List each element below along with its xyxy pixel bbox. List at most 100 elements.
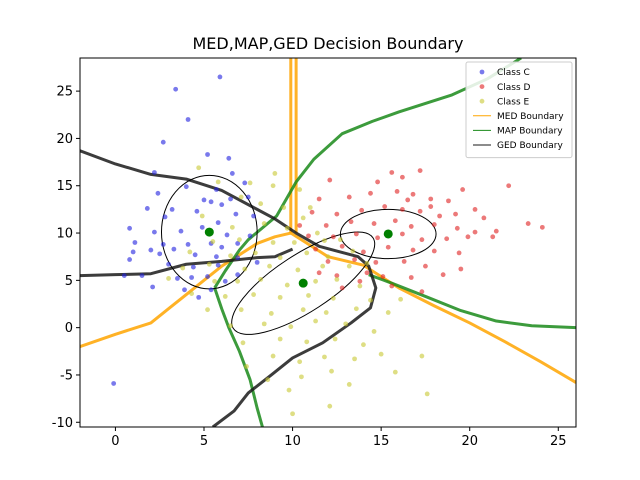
class-d-point	[458, 266, 464, 272]
class-d-point	[493, 228, 499, 234]
class-c-point	[152, 170, 157, 175]
class-c-point	[121, 273, 127, 279]
class-d-point	[375, 235, 380, 241]
class-c-point	[139, 273, 145, 279]
class-e-point	[277, 294, 283, 300]
class-e-point	[281, 205, 287, 210]
class-d-point	[339, 285, 345, 291]
legend-label-ged-boundary: GED Boundary	[497, 141, 563, 151]
class-e-point	[251, 292, 256, 297]
class-e-point	[277, 255, 283, 261]
class-d-point	[389, 170, 395, 175]
class-e-point	[299, 374, 304, 380]
med-boundary-segment	[289, 231, 576, 384]
class-d-point	[348, 219, 354, 225]
class-c-point	[171, 246, 177, 252]
y-tick-label: 25	[56, 85, 73, 100]
class-e-point	[313, 278, 318, 284]
class-d-point	[417, 168, 423, 173]
class-c-point	[130, 249, 136, 255]
ged-boundary-segment	[80, 247, 294, 278]
class-d-point	[525, 221, 531, 226]
class-c-point	[245, 194, 251, 200]
class-d-point	[325, 259, 331, 264]
class-e-point	[314, 230, 320, 236]
y-tick-label: 15	[56, 179, 73, 194]
class-e-point	[304, 339, 310, 345]
class-d-point	[357, 278, 363, 284]
class-d-point	[410, 191, 416, 197]
class-c-point	[233, 211, 239, 217]
map-boundary-segment	[213, 287, 264, 427]
class-e-point	[252, 250, 258, 256]
class-d-point	[323, 223, 329, 228]
class-c-point	[183, 184, 189, 190]
class-e-point	[323, 310, 329, 315]
class-e-point	[258, 277, 264, 282]
class-e-point	[222, 294, 228, 299]
class-e-point	[424, 391, 430, 397]
class-e-point	[247, 180, 253, 186]
class-d-point	[444, 236, 450, 242]
class-e-point	[268, 311, 274, 316]
class-c-point	[242, 180, 248, 186]
class-d-point	[408, 275, 414, 280]
class-d-point	[437, 213, 442, 219]
class-c-point	[192, 252, 198, 258]
x-tick-label: 20	[461, 434, 478, 449]
class-d-point	[361, 249, 366, 255]
class-c-point	[226, 155, 232, 161]
class-e-point	[419, 353, 425, 359]
class-d-point	[353, 231, 359, 237]
class-e-point	[291, 240, 297, 245]
class-d-point	[506, 183, 512, 189]
legend: Class C Class D Class E MED Boundary MAP Bou…	[465, 61, 573, 159]
class-e-point	[284, 282, 290, 288]
plot-frame	[79, 57, 577, 428]
class-c-point	[152, 229, 157, 235]
class-e-point	[338, 237, 343, 243]
y-tick-label: -5	[60, 368, 73, 383]
class-mean-point	[298, 278, 308, 288]
class-e-point	[284, 225, 290, 231]
class-d-point	[392, 218, 398, 224]
class-c-point	[166, 261, 171, 267]
class-e-point	[385, 310, 391, 315]
class-d-point	[334, 211, 340, 217]
class-e-point	[343, 321, 349, 327]
x-tick-label: 15	[373, 434, 390, 449]
class-d-point	[401, 259, 407, 264]
class-d-point	[385, 244, 391, 250]
class-d-point	[394, 189, 400, 194]
class-c-point	[190, 264, 196, 270]
class-c-point	[228, 196, 233, 202]
class-c-point	[235, 272, 241, 278]
class-d-point	[428, 196, 434, 202]
plot-area	[80, 58, 576, 427]
class-d-point	[316, 196, 322, 202]
class-e-point	[238, 307, 244, 313]
class-e-point	[228, 323, 233, 329]
class-d-point	[539, 224, 545, 230]
legend-label-class-d: Class D	[497, 83, 531, 93]
class-d-point	[446, 198, 451, 204]
class-d-point	[417, 208, 423, 214]
class-e-point	[240, 340, 246, 346]
class-c-point	[229, 171, 235, 176]
class-e-point	[237, 237, 242, 243]
x-tick-label: 25	[550, 434, 567, 449]
class-c-point	[214, 187, 219, 192]
class-c-point	[219, 202, 225, 208]
y-axis: -10 -5 0 5 10 15 20 25	[52, 85, 80, 431]
class-c-point	[215, 220, 221, 226]
class-mean-point	[204, 227, 214, 237]
med-boundary-segment	[80, 231, 292, 348]
class-e-point	[320, 263, 326, 269]
class-e-point	[180, 265, 186, 271]
class-e-point	[270, 240, 276, 245]
legend-marker-class-d	[479, 84, 485, 89]
class-c-point	[127, 225, 132, 231]
legend-label-class-c: Class C	[497, 68, 530, 78]
covariance-ellipse	[231, 231, 376, 335]
